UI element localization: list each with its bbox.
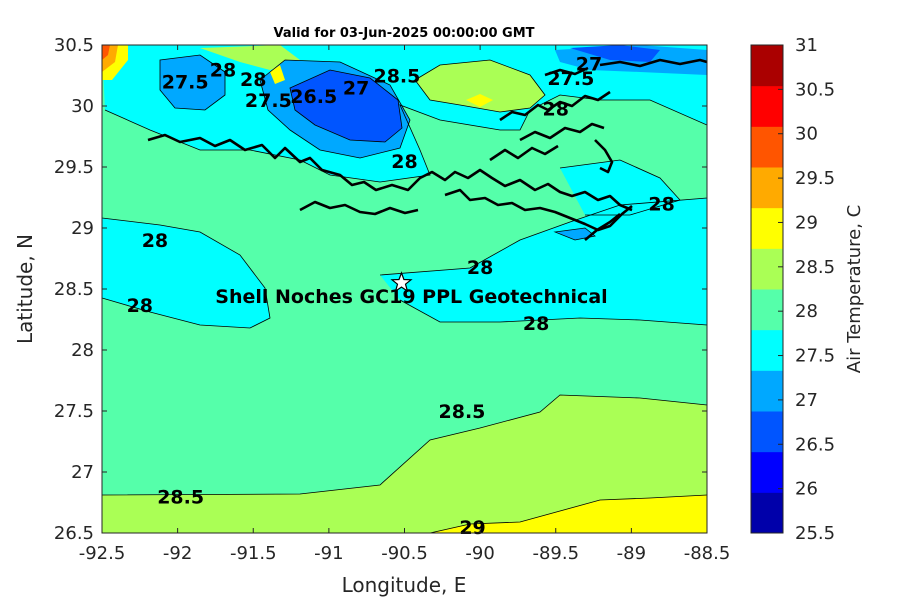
colorbar-swatch	[751, 207, 783, 249]
colorbar-swatch	[751, 411, 783, 453]
contour-label: 27.5	[547, 68, 594, 90]
contour-label: 27	[343, 78, 369, 100]
contour-label: 28.5	[439, 401, 486, 423]
field-28.5-29-south	[102, 395, 707, 533]
colorbar-tick-label: 28	[795, 301, 818, 322]
contour-label: 28	[142, 230, 168, 252]
contour-label: 28	[240, 69, 266, 91]
contour-label: 28.5	[373, 66, 420, 88]
temperature-field	[102, 45, 707, 533]
y-axis-label: Latitude, N	[13, 234, 37, 344]
contour-label: 27.5	[162, 72, 209, 94]
colorbar-swatch	[751, 492, 783, 534]
contour-label: 28	[391, 151, 417, 173]
chart-title: Valid for 03-Jun-2025 00:00:00 GMT	[274, 26, 535, 41]
x-tick-label: -91.5	[230, 543, 277, 564]
colorbar-swatch	[751, 451, 783, 493]
colorbar-swatch	[751, 289, 783, 331]
y-tick-label: 27	[71, 462, 94, 483]
field-29-29.5-south	[430, 495, 707, 533]
x-tick-label: -90.5	[381, 543, 428, 564]
x-tick-label: -89	[617, 543, 646, 564]
x-tick-label: -90	[465, 543, 494, 564]
contour-label: 28	[467, 257, 493, 279]
y-tick-label: 28	[71, 340, 94, 361]
colorbar-tick-label: 28.5	[795, 257, 835, 278]
colorbar-swatch	[751, 329, 783, 371]
y-tick-label: 30	[71, 96, 94, 117]
colorbar-label: Air Temperature, C	[844, 205, 865, 373]
colorbar-frame	[750, 44, 784, 534]
field-27.5-28-band	[102, 160, 707, 328]
contour-lines	[102, 54, 707, 533]
contour-label: 26.5	[290, 86, 337, 108]
y-tick-label: 27.5	[54, 401, 94, 422]
site-star-icon	[390, 271, 413, 293]
x-tick-label: -92	[163, 543, 192, 564]
colorbar-tick-label: 30	[795, 124, 818, 145]
colorbar-swatch	[751, 370, 783, 412]
colorbar-swatch	[751, 85, 783, 127]
colorbar-tick-label: 26	[795, 479, 818, 500]
colorbar-swatch	[751, 248, 783, 290]
field-26.5-27	[290, 45, 660, 142]
x-axis: -92.5 -92 -91.5 -91 -90.5 -90 -89.5 -89 -88.5	[79, 45, 731, 564]
field-30-30.5-corner	[102, 45, 110, 60]
x-tick-label: -91	[314, 543, 343, 564]
colorbar-swatch	[751, 126, 783, 168]
coastline	[147, 58, 707, 241]
y-tick-label: 28.5	[54, 279, 94, 300]
colorbar-tick-label: 26.5	[795, 434, 835, 455]
contour-label: 28	[127, 295, 153, 317]
contour-label: 28.5	[157, 486, 204, 508]
contour-label: 27	[576, 53, 602, 75]
contour-label: 27.5	[245, 90, 292, 112]
x-axis-label: Longitude, E	[342, 573, 467, 597]
y-tick-label: 29	[71, 218, 94, 239]
colorbar-swatch	[751, 45, 783, 87]
y-tick-label: 26.5	[54, 523, 94, 544]
x-tick-label: -89.5	[532, 543, 579, 564]
y-tick-label: 29.5	[54, 157, 94, 178]
site-label: Shell Noches GC19 PPL Geotechnical	[215, 286, 607, 308]
x-tick-label: -88.5	[684, 543, 731, 564]
contour-label: 28	[523, 313, 549, 335]
colorbar-tick-label: 27	[795, 390, 818, 411]
y-tick-label: 30.5	[54, 35, 94, 56]
x-tick-label: -92.5	[79, 543, 126, 564]
contour-label: 28	[648, 194, 674, 216]
colorbar-tick-label: 29	[795, 212, 818, 233]
colorbar-tick-label: 25.5	[795, 523, 835, 544]
contour-label: 29	[459, 517, 485, 539]
contour-label: 28	[543, 98, 569, 120]
colorbar-tick-label: 31	[795, 35, 818, 56]
contour-label: 28	[210, 59, 236, 81]
colorbar-swatch	[751, 167, 783, 209]
colorbar-tick-label: 27.5	[795, 346, 835, 367]
colorbar: 25.5 26 26.5 27 27.5 28 28.5 29 29.5 30 30.5 31	[751, 35, 835, 544]
colorbar-tick-label: 30.5	[795, 79, 835, 100]
colorbar-tick-label: 29.5	[795, 168, 835, 189]
site-marker: Shell Noches GC19 PPL Geotechnical	[215, 271, 608, 308]
